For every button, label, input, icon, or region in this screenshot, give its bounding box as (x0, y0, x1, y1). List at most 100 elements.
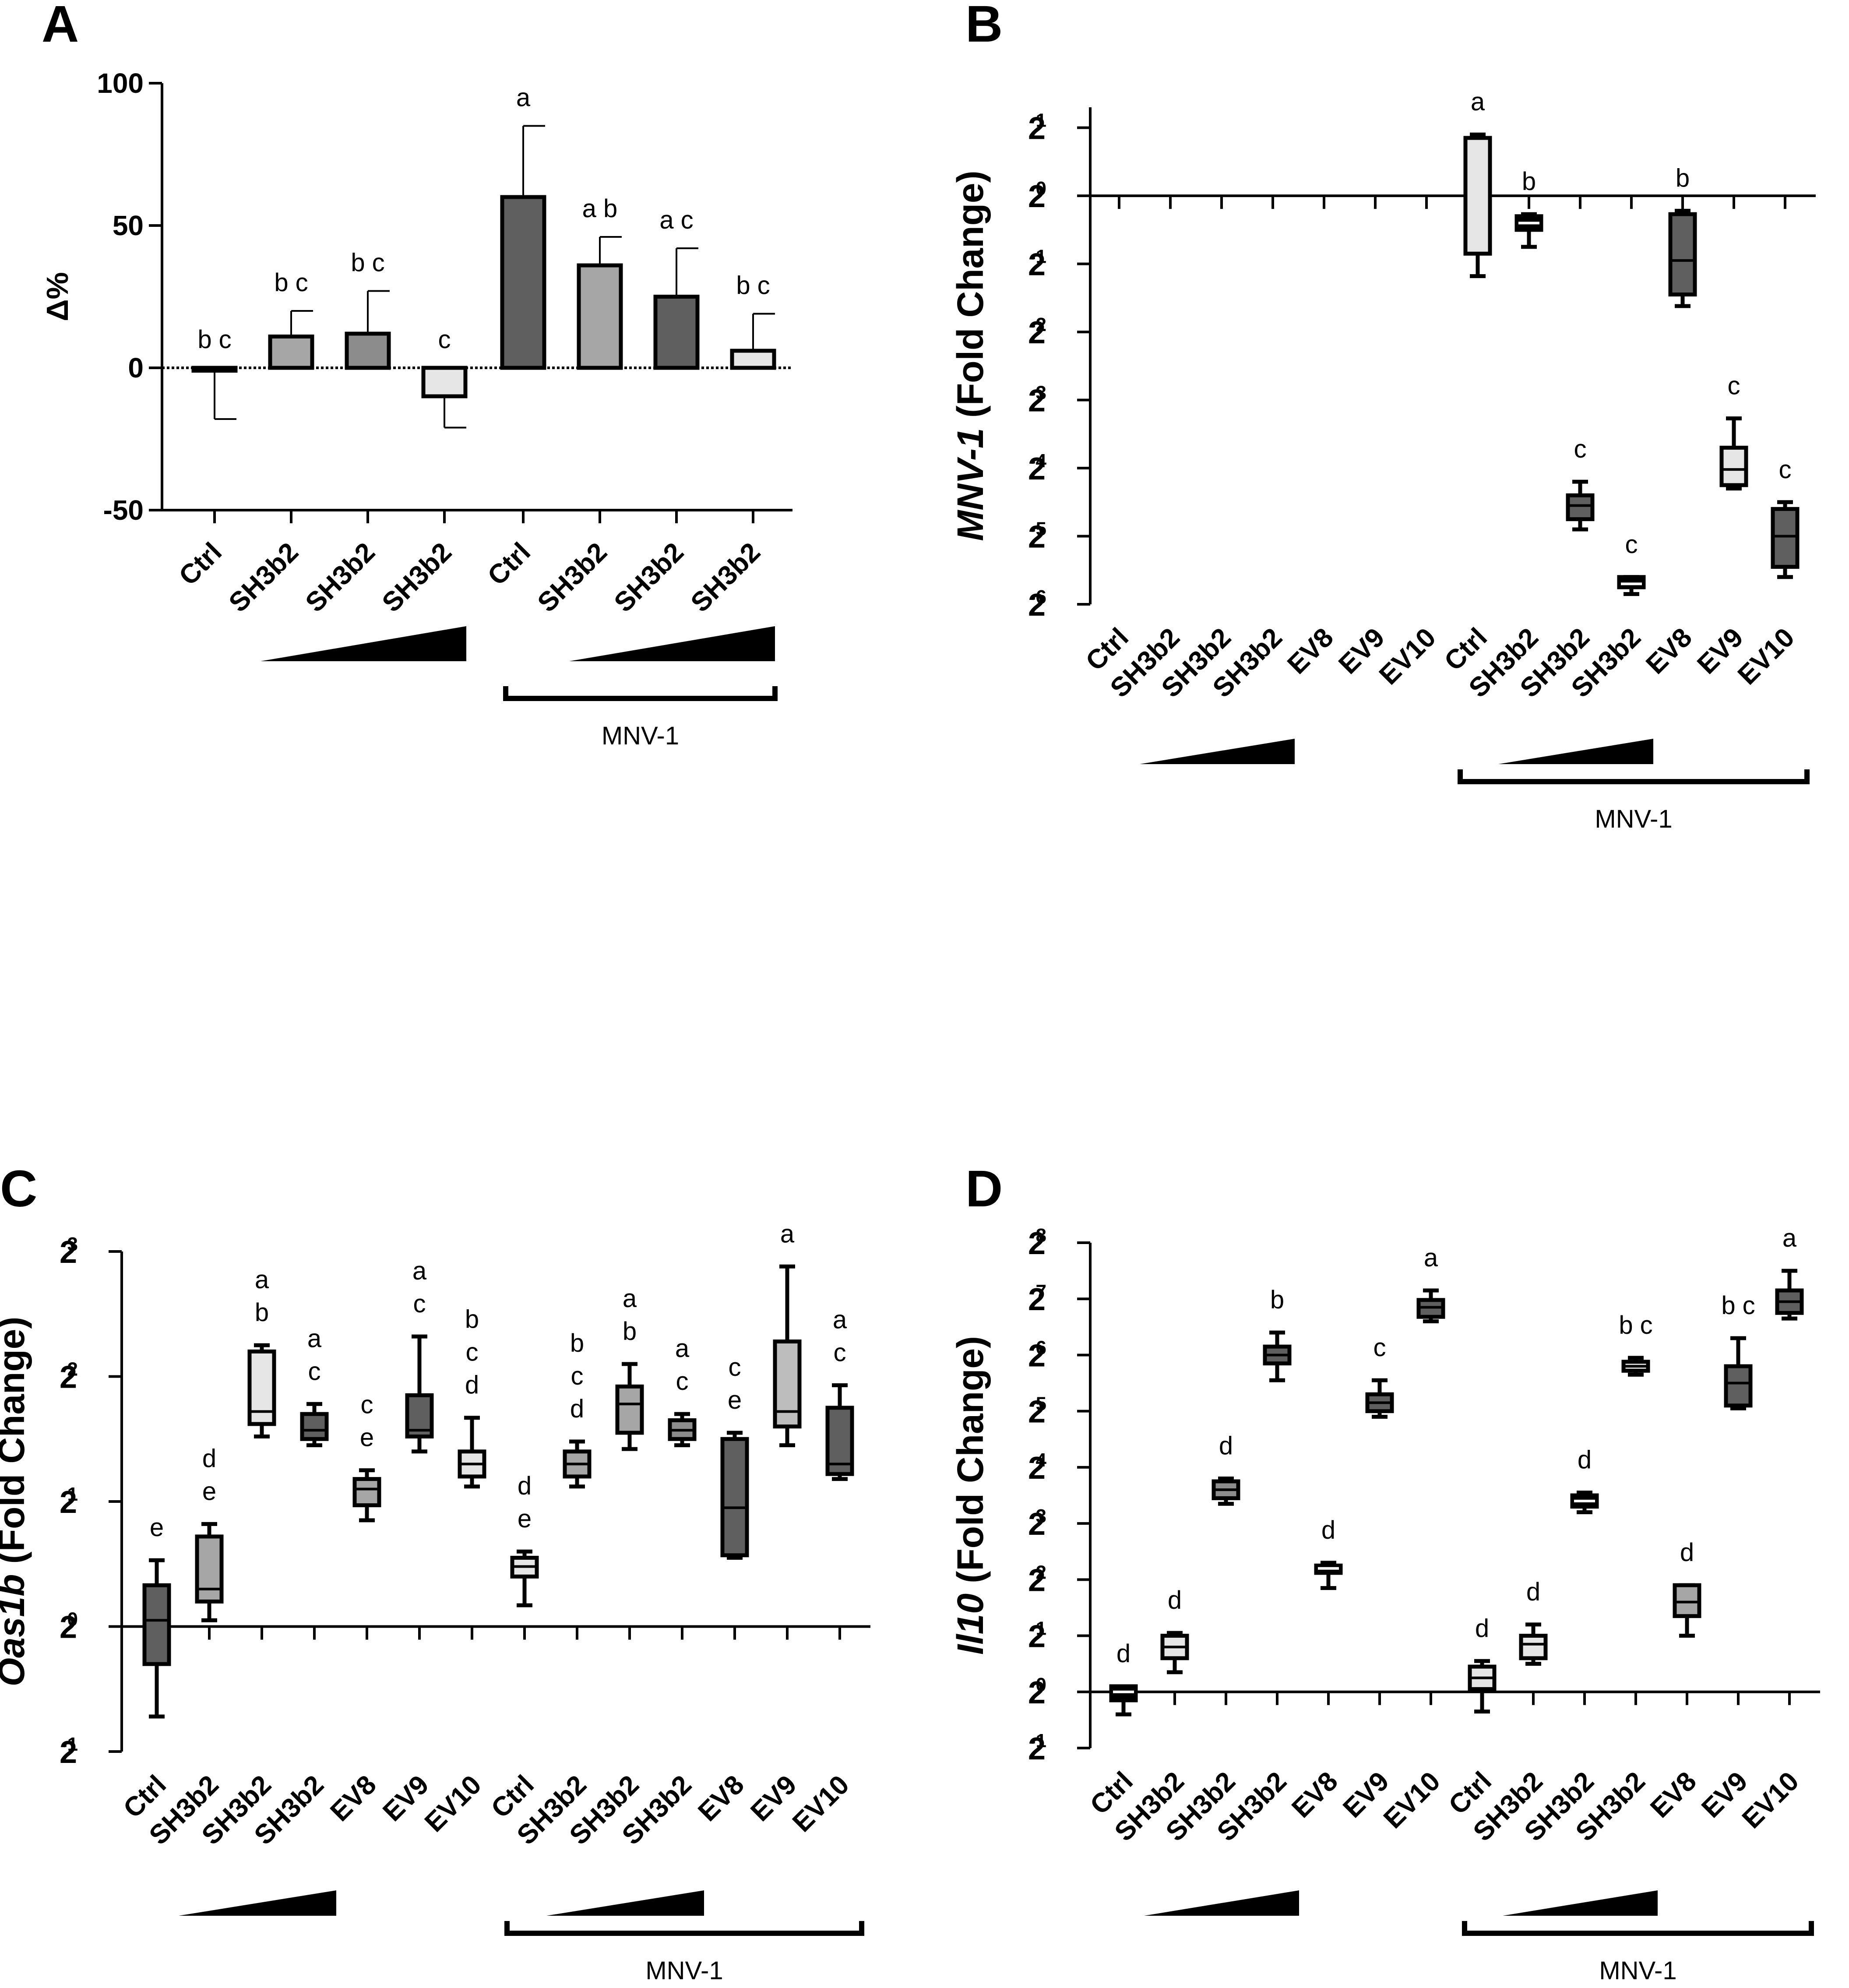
significance-letter: c (676, 1367, 689, 1396)
dose-ramp-triangle (1503, 1890, 1658, 1916)
x-tick-label: EV8 (1645, 1766, 1702, 1824)
group-label-mnv1: MNV-1 (1599, 1956, 1676, 1985)
y-tick-label: 2-6 (1028, 586, 1046, 623)
significance-letter: d (1116, 1639, 1131, 1668)
box (1519, 1634, 1548, 1660)
box (352, 1477, 381, 1508)
box (195, 1534, 224, 1604)
y-tick-base: 2 (60, 1235, 77, 1270)
dose-ramp-triangle (261, 626, 466, 661)
group-label-mnv1: MNV-1 (645, 1956, 723, 1985)
dose-ramp-triangle (1144, 1890, 1299, 1916)
y-tick-base: 2 (1028, 1563, 1046, 1598)
significance-letter: a b (582, 194, 618, 223)
box (1771, 507, 1800, 569)
dose-ramp-triangle (546, 1890, 704, 1916)
y-tick-exponent: 0 (1036, 178, 1046, 199)
y-tick-label: 21 (60, 1484, 78, 1520)
y-tick-exponent: 4 (1036, 1449, 1047, 1471)
y-tick-exponent: 8 (1036, 1225, 1046, 1246)
y-tick-base: 2 (60, 1360, 77, 1395)
y-tick-base: 2 (1028, 179, 1046, 214)
significance-letter: d (1680, 1538, 1694, 1567)
x-tick-label: SH3b2 (609, 537, 690, 618)
y-tick-label: 20 (1028, 1674, 1046, 1710)
significance-letter: e (728, 1386, 742, 1414)
significance-letter: c (1374, 1333, 1386, 1362)
x-tick-label: Ctrl (482, 537, 536, 591)
box (773, 1339, 802, 1429)
y-axis-label-unit: (Fold Change) (950, 1336, 991, 1593)
bar (421, 366, 468, 398)
box (247, 1349, 276, 1426)
y-axis-label-unit: (Fold Change) (0, 1317, 32, 1574)
group-label-mnv1: MNV-1 (602, 722, 679, 750)
y-tick-label: 22 (60, 1359, 78, 1395)
significance-letter: b c (1721, 1291, 1755, 1320)
significance-letter: c (571, 1362, 584, 1390)
significance-letter: b c (736, 271, 770, 300)
significance-letter: e (360, 1424, 374, 1452)
y-tick-label: 2-4 (1028, 450, 1047, 486)
group-label-mnv1: MNV-1 (1595, 805, 1672, 833)
significance-letter: b (465, 1305, 479, 1334)
y-tick-exponent: -3 (1029, 382, 1046, 404)
significance-letter: d (570, 1395, 584, 1423)
box (142, 1583, 171, 1666)
y-tick-base: 2 (60, 1485, 77, 1520)
dose-ramp-triangle (1140, 739, 1295, 764)
y-tick-exponent: 6 (1036, 1337, 1046, 1358)
y-tick-exponent: 3 (1036, 1505, 1046, 1527)
y-tick-label: 2-2 (1028, 314, 1046, 350)
box (1109, 1684, 1138, 1702)
panel-A: A -50 0 50 100 Δ% b c Ctrl b c SH3b2 b c SH3b2 c SH3b… (40, 0, 792, 750)
x-tick-label: EV10 (419, 1769, 487, 1838)
significance-letter: a (780, 1220, 795, 1248)
y-tick-label: 23 (1028, 1505, 1046, 1542)
x-tick-label: Ctrl (173, 537, 228, 591)
y-tick-label: 21 (1028, 1618, 1046, 1654)
significance-letter: a (833, 1305, 847, 1334)
y-tick-exponent: -1 (61, 1734, 78, 1755)
y-axis-label-gene: Oas1b (0, 1574, 32, 1687)
y-tick-exponent: 5 (1036, 1393, 1046, 1415)
y-tick-base: 2 (1028, 451, 1046, 486)
x-tick-label: SH3b2 (377, 537, 458, 618)
y-tick-base: 2 (1028, 1451, 1046, 1486)
dose-ramp-triangle (1498, 739, 1653, 764)
significance-letter: a (675, 1334, 690, 1363)
y-tick-label: 2-1 (60, 1734, 78, 1770)
significance-letter: b c (197, 325, 231, 354)
significance-letter: c (413, 1290, 426, 1318)
significance-letter: b c (274, 268, 308, 297)
x-tick-label: EV8 (324, 1769, 382, 1827)
y-tick-base: 2 (1028, 1226, 1046, 1261)
group-bracket (1458, 769, 1810, 784)
significance-letter: d (1475, 1614, 1489, 1643)
x-tick-label: EV8 (1286, 1766, 1344, 1824)
y-tick-label: -50 (103, 494, 144, 526)
significance-letter: a (307, 1324, 322, 1353)
y-tick-exponent: -4 (1029, 450, 1047, 472)
significance-letter: d (1321, 1516, 1335, 1544)
significance-letter: b c (351, 249, 384, 277)
x-tick-label: EV10 (1378, 1766, 1446, 1834)
significance-letter: c (834, 1338, 846, 1367)
y-tick-label: 26 (1028, 1337, 1046, 1373)
y-tick-label: 23 (60, 1234, 78, 1270)
y-tick-base: 2 (1028, 315, 1046, 350)
y-tick-base: 2 (1028, 1731, 1046, 1766)
y-tick-base: 2 (1028, 520, 1046, 555)
bar (345, 331, 391, 370)
x-tick-label: SH3b2 (300, 537, 381, 618)
dose-ramp-triangle (179, 1890, 336, 1916)
panel-letter-c: C (0, 1160, 37, 1218)
significance-letter: c (308, 1357, 321, 1385)
y-tick-base: 2 (1028, 1507, 1046, 1542)
box (1463, 136, 1492, 256)
y-tick-label: 27 (1028, 1281, 1046, 1317)
significance-letter: a c (659, 206, 693, 234)
significance-letter: a (1471, 88, 1485, 116)
